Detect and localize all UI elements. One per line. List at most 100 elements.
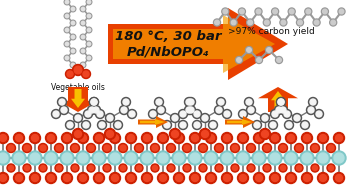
Circle shape bbox=[188, 99, 194, 105]
Circle shape bbox=[158, 173, 168, 184]
Circle shape bbox=[277, 98, 285, 106]
Circle shape bbox=[223, 109, 232, 119]
Circle shape bbox=[208, 121, 218, 129]
Circle shape bbox=[60, 151, 74, 165]
Circle shape bbox=[112, 135, 119, 142]
Circle shape bbox=[298, 20, 302, 25]
Circle shape bbox=[238, 132, 249, 143]
Circle shape bbox=[95, 109, 105, 119]
Circle shape bbox=[70, 6, 76, 12]
Circle shape bbox=[220, 151, 234, 165]
Circle shape bbox=[237, 58, 241, 62]
Circle shape bbox=[8, 145, 14, 151]
Circle shape bbox=[245, 98, 253, 106]
Circle shape bbox=[185, 166, 190, 170]
Circle shape bbox=[80, 62, 86, 68]
Circle shape bbox=[205, 173, 217, 184]
Circle shape bbox=[88, 166, 93, 170]
Circle shape bbox=[202, 115, 208, 121]
Circle shape bbox=[0, 173, 8, 184]
Circle shape bbox=[168, 145, 174, 151]
Circle shape bbox=[254, 122, 260, 128]
Circle shape bbox=[308, 107, 314, 113]
Circle shape bbox=[61, 107, 67, 113]
Circle shape bbox=[163, 121, 172, 129]
Circle shape bbox=[278, 99, 284, 105]
Circle shape bbox=[172, 151, 186, 165]
Circle shape bbox=[54, 143, 64, 153]
Circle shape bbox=[99, 122, 105, 128]
Circle shape bbox=[190, 153, 200, 163]
Circle shape bbox=[314, 109, 324, 119]
Text: >97% carbon yield: >97% carbon yield bbox=[228, 28, 314, 36]
Circle shape bbox=[106, 130, 113, 138]
Polygon shape bbox=[271, 91, 285, 110]
Circle shape bbox=[0, 135, 7, 142]
Circle shape bbox=[319, 174, 326, 181]
Circle shape bbox=[86, 27, 92, 33]
Circle shape bbox=[166, 143, 176, 153]
Circle shape bbox=[65, 56, 69, 60]
Circle shape bbox=[136, 145, 142, 151]
Circle shape bbox=[224, 135, 231, 142]
Circle shape bbox=[0, 174, 7, 181]
Circle shape bbox=[318, 173, 329, 184]
Circle shape bbox=[172, 130, 179, 138]
Circle shape bbox=[194, 122, 200, 128]
Circle shape bbox=[121, 98, 131, 106]
Circle shape bbox=[25, 166, 29, 170]
Circle shape bbox=[80, 20, 86, 26]
Circle shape bbox=[239, 135, 246, 142]
Circle shape bbox=[106, 114, 114, 122]
Circle shape bbox=[87, 105, 97, 115]
Circle shape bbox=[32, 135, 39, 142]
Circle shape bbox=[92, 151, 106, 165]
Circle shape bbox=[141, 132, 152, 143]
Circle shape bbox=[313, 19, 320, 26]
Circle shape bbox=[73, 114, 82, 122]
Circle shape bbox=[13, 132, 25, 143]
Circle shape bbox=[272, 135, 278, 142]
Circle shape bbox=[29, 173, 40, 184]
Circle shape bbox=[81, 49, 85, 53]
Circle shape bbox=[188, 107, 194, 113]
Circle shape bbox=[24, 145, 30, 151]
Circle shape bbox=[238, 109, 247, 119]
Circle shape bbox=[80, 6, 86, 12]
Circle shape bbox=[334, 153, 344, 163]
Circle shape bbox=[217, 98, 225, 106]
Circle shape bbox=[29, 132, 40, 143]
Circle shape bbox=[292, 114, 302, 122]
Circle shape bbox=[339, 9, 344, 14]
Circle shape bbox=[278, 99, 284, 105]
Circle shape bbox=[278, 143, 287, 153]
Circle shape bbox=[246, 105, 256, 115]
Circle shape bbox=[207, 174, 214, 181]
Circle shape bbox=[329, 166, 333, 170]
Circle shape bbox=[83, 71, 89, 77]
Circle shape bbox=[280, 145, 286, 151]
Circle shape bbox=[231, 164, 239, 172]
Circle shape bbox=[144, 174, 151, 181]
Circle shape bbox=[60, 105, 68, 115]
Circle shape bbox=[284, 111, 290, 117]
Circle shape bbox=[71, 63, 75, 67]
Circle shape bbox=[0, 151, 10, 165]
Circle shape bbox=[134, 143, 144, 153]
Circle shape bbox=[249, 166, 253, 170]
Circle shape bbox=[312, 166, 318, 170]
Circle shape bbox=[86, 13, 92, 19]
Circle shape bbox=[246, 99, 252, 105]
Circle shape bbox=[305, 8, 312, 15]
Circle shape bbox=[58, 98, 66, 106]
Circle shape bbox=[92, 105, 100, 115]
Circle shape bbox=[222, 153, 232, 163]
Circle shape bbox=[57, 166, 61, 170]
Circle shape bbox=[239, 174, 246, 181]
Circle shape bbox=[7, 143, 15, 153]
Circle shape bbox=[231, 20, 236, 25]
Circle shape bbox=[127, 174, 134, 181]
Circle shape bbox=[91, 99, 97, 105]
Circle shape bbox=[276, 57, 283, 64]
Polygon shape bbox=[258, 87, 298, 112]
